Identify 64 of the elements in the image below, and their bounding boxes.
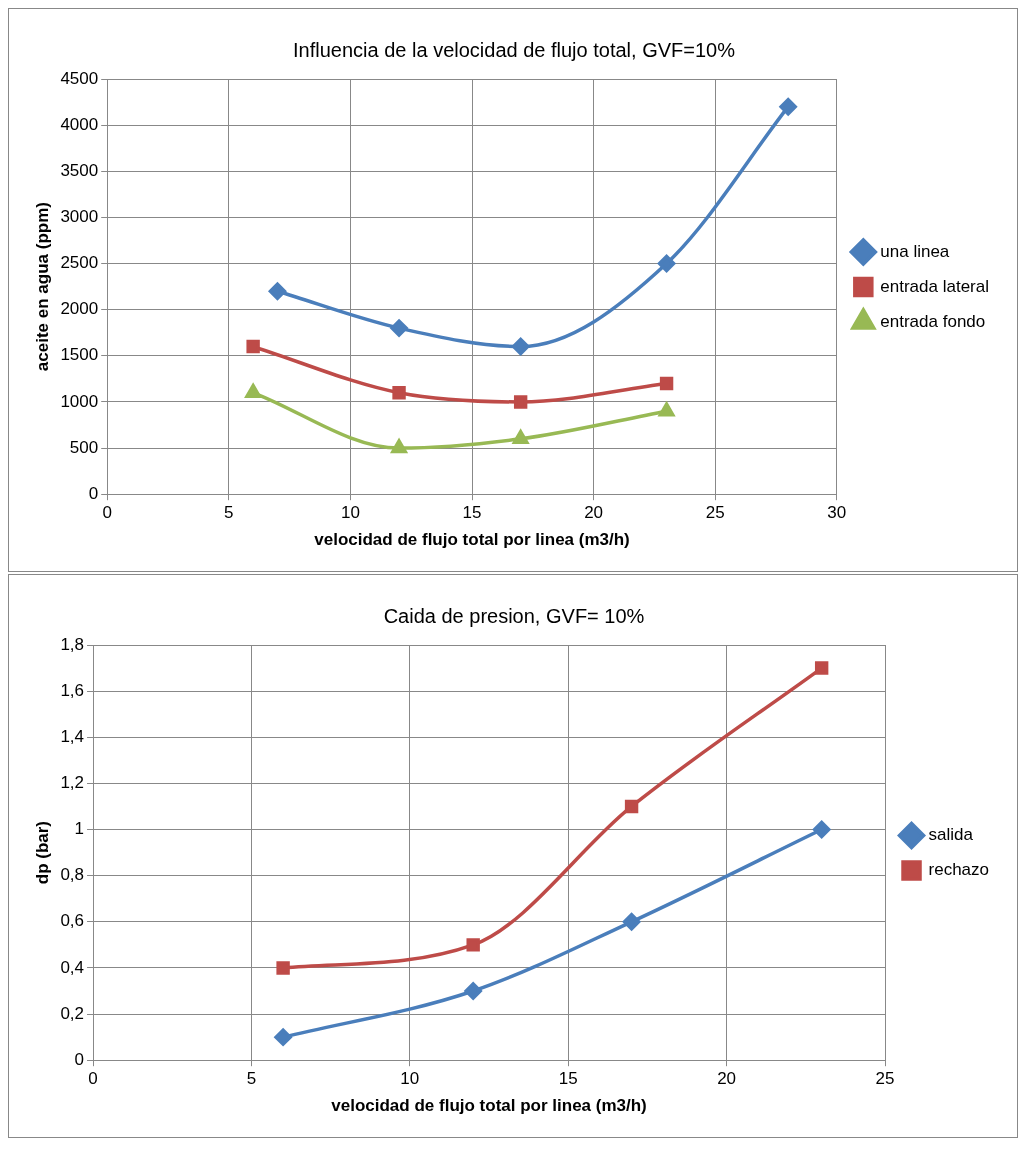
point <box>274 1028 292 1046</box>
point <box>512 430 529 445</box>
y-tick-label: 0 <box>88 483 99 503</box>
point <box>658 402 675 417</box>
point <box>464 982 482 1000</box>
x-tick-label: 20 <box>584 503 604 523</box>
x-tick-label: 10 <box>340 503 360 523</box>
point <box>657 254 676 273</box>
y-tick-label: 4000 <box>60 114 99 134</box>
y-tick-label: 1,8 <box>60 634 85 654</box>
x-tick-label: 15 <box>462 503 482 523</box>
legend-label: una linea <box>880 241 950 261</box>
point <box>513 395 528 409</box>
x-tick-label: 25 <box>875 1069 895 1089</box>
point <box>466 938 480 952</box>
x-tick-label: 5 <box>224 503 234 523</box>
point <box>511 337 530 356</box>
legend-label: entrada fondo <box>880 311 986 331</box>
y-tick-label: 1,2 <box>60 773 85 793</box>
x-tick-label: 5 <box>246 1069 257 1089</box>
point <box>624 799 639 814</box>
point <box>814 661 829 675</box>
y-tick-label: 0,2 <box>60 1003 85 1023</box>
y-tick-label: 0 <box>74 1049 85 1069</box>
y-tick-label: 3500 <box>60 160 99 180</box>
x-tick-label: 20 <box>717 1069 737 1089</box>
point <box>390 319 408 337</box>
y-tick-label: 500 <box>69 437 99 457</box>
y-tick-label: 1 <box>74 819 85 839</box>
point <box>779 97 797 116</box>
x-tick-label: 25 <box>705 503 725 523</box>
y-tick-label: 4500 <box>60 68 99 88</box>
y-tick-label: 1500 <box>60 345 99 365</box>
point <box>659 376 674 391</box>
y-tick-label: 3000 <box>60 207 99 227</box>
point <box>391 439 407 454</box>
y-tick-label: 0,6 <box>60 911 85 931</box>
point <box>392 386 406 400</box>
y-tick-label: 1000 <box>60 391 99 411</box>
y-tick-label: 2000 <box>60 299 99 319</box>
x-axis-title: velocidad de flujo total por linea (m3/h) <box>331 1096 647 1116</box>
legend-label: salida <box>928 825 974 845</box>
legend-label: rechazo <box>928 860 989 880</box>
y-tick-label: 2500 <box>60 253 99 273</box>
y-tick-label: 1,4 <box>60 726 85 746</box>
legend-label: entrada lateral <box>880 276 990 296</box>
y-tick-label: 0,8 <box>60 865 85 885</box>
y-tick-label: 0,4 <box>60 957 85 977</box>
x-axis-title: velocidad de flujo total por linea (m3/h) <box>314 530 630 550</box>
y-axis-title: aceite en agua (ppm) <box>32 202 52 372</box>
x-tick-label: 0 <box>102 503 112 523</box>
y-tick-label: 1,6 <box>60 680 85 700</box>
x-tick-label: 30 <box>827 503 847 523</box>
x-tick-label: 15 <box>558 1069 578 1089</box>
y-axis-title: dp (bar) <box>32 820 52 885</box>
chart-title: Caida de presion, GVF= 10% <box>383 604 645 627</box>
point <box>268 282 287 300</box>
chart-title: Influencia de la velocidad de flujo total, GVF=10% <box>293 38 736 61</box>
point <box>245 383 261 398</box>
point <box>812 820 831 839</box>
point <box>276 961 290 975</box>
point <box>622 913 641 931</box>
x-tick-label: 10 <box>400 1069 420 1089</box>
point <box>246 339 260 354</box>
